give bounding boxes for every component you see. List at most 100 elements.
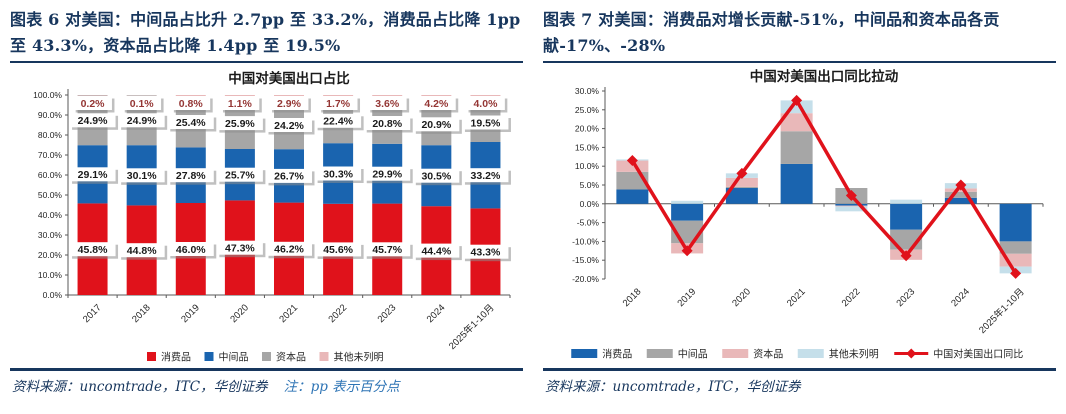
svg-text:3.6%: 3.6% bbox=[375, 98, 400, 110]
svg-text:0.2%: 0.2% bbox=[81, 98, 106, 110]
svg-text:4.2%: 4.2% bbox=[424, 98, 449, 110]
svg-text:2017: 2017 bbox=[81, 303, 104, 326]
svg-text:0.0%: 0.0% bbox=[43, 290, 63, 300]
svg-text:2023: 2023 bbox=[376, 303, 399, 326]
svg-text:10.0%: 10.0% bbox=[575, 161, 600, 171]
svg-text:2022: 2022 bbox=[840, 287, 863, 310]
figure-6-source-text: 资料来源：uncomtrade，ITC，华创证券 bbox=[12, 379, 268, 396]
svg-text:27.8%: 27.8% bbox=[176, 170, 206, 182]
svg-text:47.3%: 47.3% bbox=[225, 243, 255, 255]
figure-7-heading-rule bbox=[543, 61, 1056, 64]
figure-7-bottom-rule bbox=[543, 368, 1056, 372]
svg-text:中国对美国出口占比: 中国对美国出口占比 bbox=[228, 70, 350, 86]
svg-text:2021: 2021 bbox=[785, 287, 808, 310]
svg-text:中国对美国出口同比: 中国对美国出口同比 bbox=[933, 348, 1023, 361]
figure-7-chart-area: 中国对美国出口同比拉动 -20.0% -15.0% -10.0% -5.0% 0.0% 5.… bbox=[543, 65, 1056, 367]
svg-text:2025年1-10月: 2025年1-10月 bbox=[446, 302, 496, 352]
svg-text:30.1%: 30.1% bbox=[127, 170, 157, 182]
svg-text:中间品: 中间品 bbox=[219, 351, 249, 364]
svg-text:45.8%: 45.8% bbox=[78, 244, 108, 256]
svg-text:-15.0%: -15.0% bbox=[572, 255, 599, 265]
svg-text:2025年1-10月: 2025年1-10月 bbox=[976, 286, 1026, 336]
svg-text:25.7%: 25.7% bbox=[225, 170, 255, 182]
china-us-export-share-chart: 中国对美国出口占比 0.0% 10.0% 20.0% 30.0% 40.0% 50.0% 60… bbox=[33, 70, 511, 364]
svg-text:0.8%: 0.8% bbox=[179, 98, 204, 110]
figure-7-source-text: 资料来源：uncomtrade，ITC，华创证券 bbox=[545, 379, 801, 396]
svg-text:-10.0%: -10.0% bbox=[572, 237, 599, 247]
svg-text:-5.0%: -5.0% bbox=[577, 218, 600, 228]
svg-text:2019: 2019 bbox=[179, 303, 202, 326]
svg-text:资本品: 资本品 bbox=[276, 351, 306, 364]
svg-text:24.9%: 24.9% bbox=[127, 115, 157, 127]
figure-6-note: 注：pp 表示百分点 bbox=[283, 379, 400, 396]
figure-7-source: 资料来源：uncomtrade，ITC，华创证券 bbox=[545, 375, 1056, 395]
svg-text:1.7%: 1.7% bbox=[326, 98, 351, 110]
svg-text:5.0%: 5.0% bbox=[580, 180, 600, 190]
svg-text:2018: 2018 bbox=[621, 287, 644, 310]
svg-text:22.4%: 22.4% bbox=[323, 116, 353, 128]
svg-text:29.9%: 29.9% bbox=[372, 169, 402, 181]
svg-text:0.1%: 0.1% bbox=[130, 98, 155, 110]
svg-text:1.1%: 1.1% bbox=[228, 98, 253, 110]
figure-6-panel: 图表 6 对美国：中间品占比升 2.7pp 至 33.2%，消费品占比降 1pp… bbox=[10, 10, 523, 395]
svg-text:33.2%: 33.2% bbox=[471, 170, 501, 182]
china-us-export-growth-pull-chart: 中国对美国出口同比拉动 -20.0% -15.0% -10.0% -5.0% 0.0% 5.… bbox=[571, 68, 1044, 361]
svg-text:其他未列明: 其他未列明 bbox=[334, 351, 384, 364]
svg-text:80.0%: 80.0% bbox=[38, 130, 63, 140]
svg-text:25.4%: 25.4% bbox=[176, 117, 206, 129]
svg-text:29.1%: 29.1% bbox=[78, 169, 108, 181]
svg-text:50.0%: 50.0% bbox=[38, 190, 63, 200]
svg-text:70.0%: 70.0% bbox=[38, 150, 63, 160]
svg-text:90.0%: 90.0% bbox=[38, 110, 63, 120]
svg-text:消费品: 消费品 bbox=[161, 351, 191, 364]
svg-text:30.0%: 30.0% bbox=[575, 86, 600, 96]
svg-text:26.7%: 26.7% bbox=[274, 171, 304, 183]
svg-text:2020: 2020 bbox=[228, 303, 251, 326]
svg-text:20.0%: 20.0% bbox=[575, 124, 600, 134]
svg-text:2024: 2024 bbox=[949, 287, 972, 310]
svg-text:资本品: 资本品 bbox=[753, 348, 783, 361]
svg-text:44.8%: 44.8% bbox=[127, 245, 157, 257]
svg-text:-20.0%: -20.0% bbox=[572, 274, 599, 284]
svg-text:2022: 2022 bbox=[327, 303, 350, 326]
svg-text:2018: 2018 bbox=[130, 303, 153, 326]
svg-text:60.0%: 60.0% bbox=[38, 170, 63, 180]
svg-text:消费品: 消费品 bbox=[602, 348, 632, 361]
svg-text:20.8%: 20.8% bbox=[372, 118, 402, 130]
svg-text:46.0%: 46.0% bbox=[176, 244, 206, 256]
svg-text:46.2%: 46.2% bbox=[274, 244, 304, 256]
svg-text:19.5%: 19.5% bbox=[471, 117, 501, 129]
svg-text:24.9%: 24.9% bbox=[78, 115, 108, 127]
svg-text:其他未列明: 其他未列明 bbox=[829, 348, 879, 361]
svg-text:30.3%: 30.3% bbox=[323, 168, 353, 180]
svg-text:2020: 2020 bbox=[730, 287, 753, 310]
svg-text:30.0%: 30.0% bbox=[38, 230, 63, 240]
figure-6-heading-rule bbox=[10, 61, 523, 64]
figure-6-chart-area: 中国对美国出口占比 0.0% 10.0% 20.0% 30.0% 40.0% 50.0% 60… bbox=[10, 65, 523, 367]
svg-text:20.9%: 20.9% bbox=[421, 119, 451, 131]
svg-text:2.9%: 2.9% bbox=[277, 98, 302, 110]
svg-text:25.0%: 25.0% bbox=[575, 105, 600, 115]
svg-text:30.5%: 30.5% bbox=[421, 171, 451, 183]
figure-7-heading: 图表 7 对美国：消费品对增长贡献-51%，中间品和资本品各贡献-17%、-28… bbox=[543, 10, 1000, 55]
svg-text:2019: 2019 bbox=[676, 287, 699, 310]
svg-text:2021: 2021 bbox=[277, 303, 300, 326]
svg-text:10.0%: 10.0% bbox=[38, 270, 63, 280]
svg-text:0.0%: 0.0% bbox=[580, 199, 600, 209]
svg-text:2024: 2024 bbox=[425, 303, 448, 326]
svg-text:24.2%: 24.2% bbox=[274, 120, 304, 132]
svg-text:中国对美国出口同比拉动: 中国对美国出口同比拉动 bbox=[750, 68, 899, 84]
svg-text:45.6%: 45.6% bbox=[323, 244, 353, 256]
svg-text:2023: 2023 bbox=[895, 287, 918, 310]
figure-6-heading: 图表 6 对美国：中间品占比升 2.7pp 至 33.2%，消费品占比降 1pp… bbox=[10, 10, 521, 55]
svg-text:4.0%: 4.0% bbox=[473, 98, 498, 110]
svg-text:44.4%: 44.4% bbox=[421, 246, 451, 258]
svg-text:45.7%: 45.7% bbox=[372, 244, 402, 256]
figure-6-source: 资料来源：uncomtrade，ITC，华创证券 注：pp 表示百分点 bbox=[12, 375, 523, 395]
svg-text:15.0%: 15.0% bbox=[575, 143, 600, 153]
figure-7-panel: 图表 7 对美国：消费品对增长贡献-51%，中间品和资本品各贡献-17%、-28… bbox=[533, 0, 1066, 414]
svg-text:43.3%: 43.3% bbox=[471, 247, 501, 259]
svg-text:20.0%: 20.0% bbox=[38, 250, 63, 260]
svg-text:40.0%: 40.0% bbox=[38, 210, 63, 220]
